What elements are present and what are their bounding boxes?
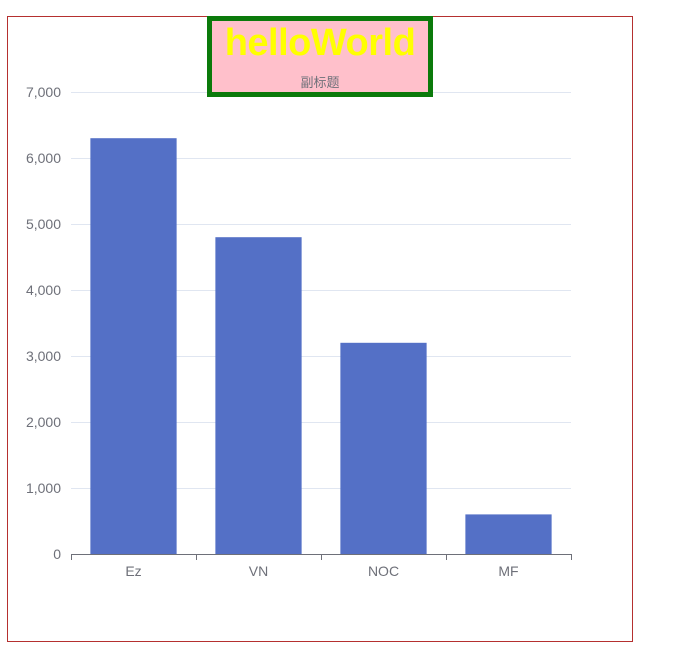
x-tick-label: NOC xyxy=(368,563,399,579)
bar xyxy=(340,342,427,554)
x-axis xyxy=(71,554,572,560)
y-tick-label: 6,000 xyxy=(26,150,61,166)
y-tick-label: 0 xyxy=(53,546,61,562)
y-tick-label: 2,000 xyxy=(26,414,61,430)
y-tick-label: 5,000 xyxy=(26,216,61,232)
y-tick-label: 4,000 xyxy=(26,282,61,298)
bars xyxy=(90,138,552,554)
chart-title-box: helloWorld 副标题 xyxy=(207,16,433,97)
x-tick-label: MF xyxy=(498,563,518,579)
x-axis-labels: Ez VN NOC MF xyxy=(125,563,518,579)
y-axis-labels: 0 1,000 2,000 3,000 4,000 5,000 6,000 7,000 xyxy=(26,84,61,562)
chart-subtitle: 副标题 xyxy=(300,76,340,91)
x-tick-label: Ez xyxy=(125,563,141,579)
y-tick-label: 3,000 xyxy=(26,348,61,364)
bar xyxy=(215,237,302,554)
bar xyxy=(90,138,177,554)
x-tick-label: VN xyxy=(249,563,268,579)
y-tick-label: 7,000 xyxy=(26,84,61,100)
y-tick-label: 1,000 xyxy=(26,480,61,496)
bar xyxy=(465,514,552,554)
chart-title: helloWorld xyxy=(224,22,416,64)
